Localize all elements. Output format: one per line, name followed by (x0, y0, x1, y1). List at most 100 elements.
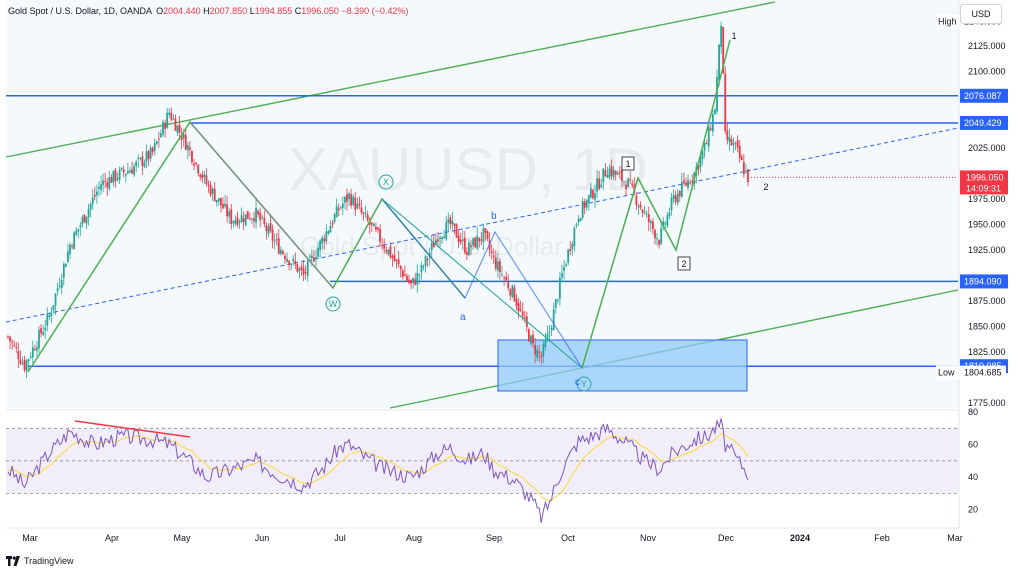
candle (242, 211, 245, 230)
candle-body (722, 27, 725, 74)
candle (180, 127, 183, 150)
candle-body (449, 217, 452, 224)
candle (331, 219, 334, 229)
candle-body (48, 315, 51, 318)
candle (556, 298, 559, 304)
candle-body (191, 151, 193, 162)
candle (129, 167, 131, 173)
candle-body (649, 220, 652, 224)
candle (89, 202, 92, 218)
candle-body (95, 191, 98, 196)
candle (687, 174, 689, 192)
candle (9, 335, 11, 350)
candle-body (286, 258, 288, 262)
candle (364, 205, 367, 218)
candle-body (275, 239, 278, 241)
candle-body (344, 196, 346, 203)
candle (333, 212, 336, 224)
candle-body (269, 223, 272, 231)
candle-body (79, 225, 82, 228)
candle-body (503, 277, 505, 279)
candle-body (668, 212, 671, 216)
candle-body (550, 328, 553, 331)
currency-button[interactable]: USD (960, 4, 1002, 24)
candle-body (581, 200, 584, 218)
wave-label-x: X (378, 174, 394, 190)
rsi-line (7, 418, 749, 523)
wave-w-gray-line (189, 121, 334, 289)
candle-body (310, 255, 313, 259)
candle-body (616, 172, 619, 175)
price-badge-bg (960, 88, 1008, 103)
candle (226, 196, 229, 223)
candle (33, 344, 36, 351)
candle (358, 196, 361, 210)
candle-body (120, 167, 123, 170)
candle-body (621, 169, 623, 182)
candle (672, 189, 675, 204)
candle (112, 170, 115, 187)
tradingview-logo-icon (6, 556, 20, 566)
candle (439, 235, 441, 248)
candle (565, 262, 568, 268)
price-badge: 2049.429 (960, 115, 1008, 130)
candle (162, 119, 164, 137)
candle (658, 239, 661, 249)
candle (515, 294, 518, 311)
candle (292, 255, 295, 266)
candle (437, 232, 439, 248)
candle (323, 234, 326, 250)
time-axis-label: Oct (561, 533, 576, 543)
candle (652, 218, 654, 235)
candle-body (747, 169, 749, 182)
candle (238, 219, 241, 229)
candle (629, 170, 632, 185)
candle-body (36, 347, 38, 351)
time-axis-label: May (173, 533, 191, 543)
candle-body (472, 238, 474, 246)
candle (416, 264, 419, 293)
candle (592, 188, 594, 200)
candle-body (46, 314, 49, 326)
candle (195, 161, 198, 167)
symbol-title[interactable]: Gold Spot / U.S. Dollar, 1D, OANDA (8, 6, 152, 16)
candle (579, 217, 582, 222)
candle-body (106, 182, 109, 187)
wave-label-i2-box (677, 256, 691, 271)
candle-body (542, 343, 545, 357)
candle (434, 233, 437, 246)
candle (54, 292, 57, 315)
candle (745, 163, 747, 174)
candle-body (546, 333, 549, 340)
candle-body (399, 265, 402, 270)
candle (449, 214, 452, 230)
candle-body (33, 349, 36, 351)
price-tick-label: 2025.000 (968, 143, 1006, 153)
candle-body (271, 229, 274, 241)
candle-body (56, 288, 59, 292)
wave-label-y: Y (576, 376, 592, 392)
candle (317, 241, 319, 258)
candle-body (501, 274, 503, 276)
candle-body (162, 121, 164, 135)
candle (75, 227, 78, 237)
candle (110, 174, 113, 183)
candle (391, 253, 394, 267)
candle (401, 268, 404, 281)
candle-body (391, 256, 394, 258)
footer-brand[interactable]: TradingView (6, 556, 74, 566)
candle-body (664, 223, 667, 225)
candle-body (612, 169, 615, 177)
candle-body (635, 195, 638, 206)
candle (282, 249, 284, 256)
candle-body (364, 213, 367, 215)
candle-body (742, 162, 745, 175)
price-tick-label: 1975.000 (968, 194, 1006, 204)
candle-body (441, 237, 443, 240)
candle-body (98, 187, 100, 189)
candle-body (248, 218, 251, 220)
candle-body (87, 208, 90, 218)
candle (381, 237, 384, 250)
candle (21, 356, 24, 366)
